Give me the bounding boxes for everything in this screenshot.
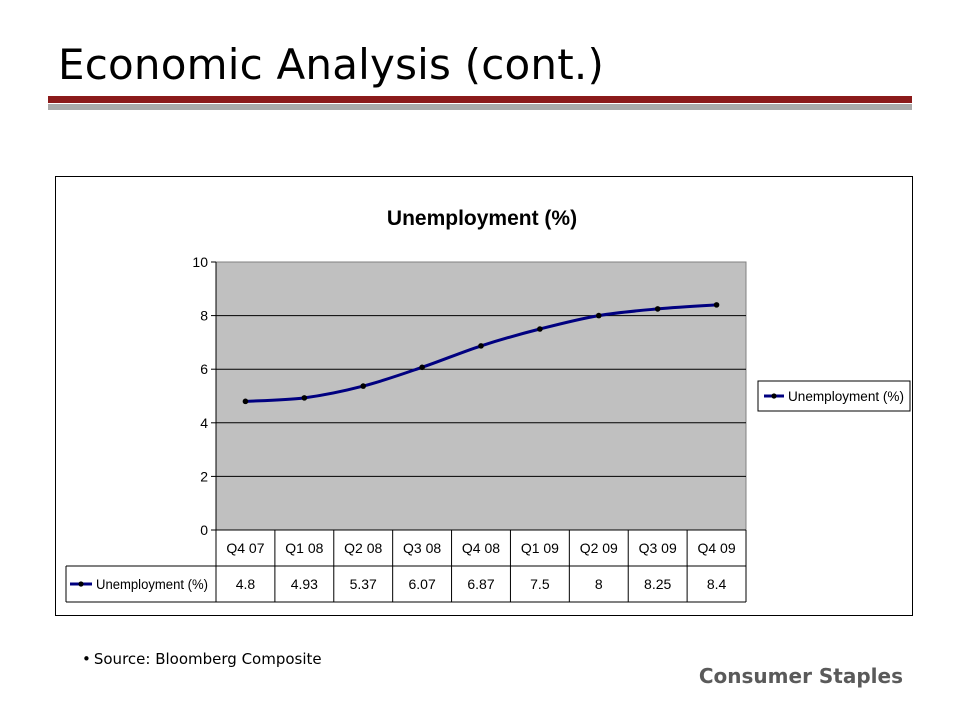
title-rule-gray: [48, 104, 912, 110]
series-point: [654, 306, 661, 312]
data-table-value: 8: [595, 576, 603, 592]
chart-frame: Unemployment (%) 0 2 4 6 8 10 Q4 07 Q1 08 Q2 08 Q3…: [55, 176, 913, 616]
source-note: • Source: Bloomberg Composite: [82, 650, 322, 668]
y-tick-label: 6: [200, 361, 208, 377]
data-table-value: 5.37: [350, 576, 377, 592]
series-point: [360, 383, 367, 389]
data-table-value: 6.07: [408, 576, 435, 592]
plot-area: [215, 261, 747, 531]
x-category-label: Q3 08: [403, 540, 441, 556]
data-table-value: 4.8: [236, 576, 256, 592]
data-table-value: 8.4: [707, 576, 727, 592]
source-text: Source: Bloomberg Composite: [93, 650, 322, 668]
x-category-label: Q4 07: [226, 540, 264, 556]
legend-key-marker: [771, 393, 777, 399]
slide-title: Economic Analysis (cont.): [58, 40, 605, 89]
data-table-value: 6.87: [467, 576, 494, 592]
series-point: [713, 302, 720, 308]
series-point: [419, 364, 425, 371]
chart-title: Unemployment (%): [387, 207, 577, 230]
x-category-label: Q4 08: [462, 540, 500, 556]
table-legend-key-marker: [78, 581, 84, 587]
unemployment-chart: Unemployment (%) 0 2 4 6 8 10 Q4 07 Q1 08 Q2 08 Q3…: [65, 207, 911, 603]
x-category-label: Q4 09: [697, 540, 735, 556]
x-category-label: Q3 09: [639, 540, 677, 556]
series-point: [537, 326, 543, 332]
data-table-value: 4.93: [291, 576, 318, 592]
y-tick-label: 2: [200, 468, 208, 484]
table-legend-label: Unemployment (%): [96, 577, 208, 592]
y-tick-label: 8: [200, 308, 208, 324]
legend-label: Unemployment (%): [788, 389, 904, 404]
series-point: [301, 395, 308, 401]
x-category-label: Q1 08: [285, 540, 323, 556]
y-tick-label: 10: [192, 254, 208, 270]
y-tick-label: 4: [200, 415, 208, 431]
footer-brand: Consumer Staples: [698, 664, 903, 688]
series-point: [478, 343, 484, 349]
x-category-label: Q2 09: [580, 540, 618, 556]
y-tick-label: 0: [200, 522, 208, 538]
title-rule-red: [48, 96, 912, 103]
data-table-value: 8.25: [644, 576, 671, 592]
x-category-label: Q1 09: [521, 540, 559, 556]
data-table-value: 7.5: [530, 576, 550, 592]
source-bullet: •: [82, 650, 91, 668]
x-category-label: Q2 08: [344, 540, 382, 556]
series-point: [242, 398, 249, 405]
series-point: [595, 312, 602, 319]
